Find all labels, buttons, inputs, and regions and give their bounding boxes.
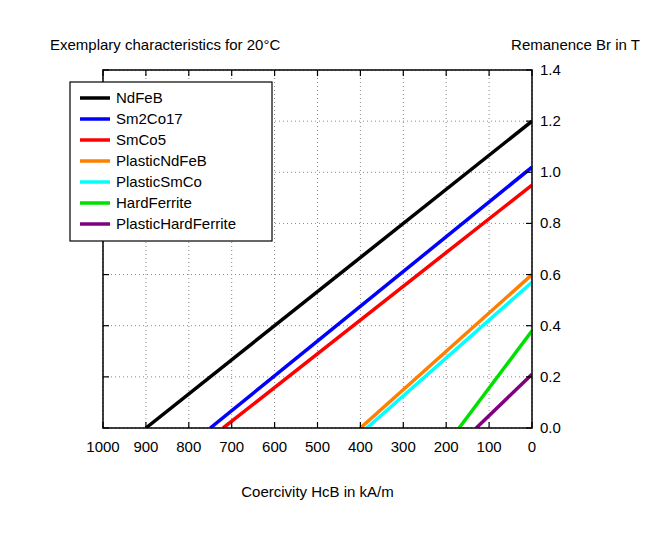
grid-line — [489, 70, 490, 428]
x-axis-label: Coercivity HcB in kA/m — [241, 483, 394, 500]
x-tick — [231, 422, 232, 428]
x-tick — [403, 70, 404, 76]
y-tick-label: 0.8 — [540, 214, 561, 231]
legend-label: PlasticNdFeB — [116, 152, 207, 169]
y-tick-label: 0.2 — [540, 368, 561, 385]
y-tick-label: 1.0 — [540, 163, 561, 180]
x-tick — [531, 70, 532, 76]
x-tick — [274, 422, 275, 428]
legend-swatch — [80, 138, 110, 142]
x-tick-label: 300 — [391, 438, 416, 455]
legend-swatch — [80, 201, 110, 205]
chart: 100090080070060050040030020010000.00.20.… — [0, 0, 648, 538]
axes: 100090080070060050040030020010000.00.20.… — [86, 61, 561, 455]
legend-swatch — [80, 96, 110, 100]
legend-label: Sm2Co17 — [116, 110, 183, 127]
series-line — [360, 275, 532, 428]
y-tick — [526, 223, 532, 224]
y-tick-label: 0.4 — [540, 317, 561, 334]
x-tick — [188, 422, 189, 428]
y-tick — [526, 325, 532, 326]
x-tick — [102, 422, 103, 428]
x-tick — [489, 70, 490, 76]
x-tick — [317, 70, 318, 76]
grid-line — [403, 70, 404, 428]
grid-line — [360, 70, 361, 428]
x-tick — [360, 422, 361, 428]
x-tick — [145, 422, 146, 428]
series-line — [367, 282, 532, 428]
y-tick — [526, 376, 532, 377]
y-tick-label: 0.6 — [540, 266, 561, 283]
legend-swatch — [80, 159, 110, 163]
legend-label: HardFerrite — [116, 194, 192, 211]
x-tick — [188, 70, 189, 76]
x-tick — [360, 70, 361, 76]
series-line — [476, 374, 532, 428]
grid-line — [446, 70, 447, 428]
x-tick — [446, 422, 447, 428]
x-tick — [531, 422, 532, 428]
x-tick-label: 900 — [133, 438, 158, 455]
x-tick-label: 700 — [219, 438, 244, 455]
x-tick — [403, 422, 404, 428]
x-tick — [489, 422, 490, 428]
x-tick — [231, 70, 232, 76]
plot-frame — [103, 70, 532, 428]
grid-line — [103, 376, 532, 377]
legend-label: PlasticSmCo — [116, 173, 202, 190]
legend-swatch — [80, 117, 110, 121]
x-tick — [317, 422, 318, 428]
y-tick-label: 1.4 — [540, 61, 561, 78]
y-tick — [526, 121, 532, 122]
y-tick-label: 1.2 — [540, 112, 561, 129]
y-tick — [103, 69, 109, 70]
y-axis-label: Remanence Br in T — [511, 36, 640, 53]
grid-line — [317, 70, 318, 428]
x-tick-label: 600 — [262, 438, 287, 455]
x-tick — [274, 70, 275, 76]
y-tick — [526, 427, 532, 428]
y-tick — [103, 427, 109, 428]
x-tick-label: 400 — [348, 438, 373, 455]
legend-swatch — [80, 180, 110, 184]
y-tick — [103, 274, 109, 275]
y-tick — [526, 172, 532, 173]
x-tick-label: 100 — [477, 438, 502, 455]
y-tick — [103, 376, 109, 377]
grid-line — [103, 325, 532, 326]
series-line — [459, 331, 532, 428]
x-tick-label: 0 — [528, 438, 536, 455]
y-tick — [526, 274, 532, 275]
x-tick-label: 200 — [434, 438, 459, 455]
legend-swatch — [80, 222, 110, 226]
x-tick-label: 1000 — [86, 438, 119, 455]
y-tick — [526, 69, 532, 70]
legend-label: NdFeB — [116, 89, 163, 106]
x-tick — [446, 70, 447, 76]
legend-label: PlasticHardFerrite — [116, 215, 236, 232]
x-tick — [102, 70, 103, 76]
y-tick-label: 0.0 — [540, 419, 561, 436]
grid — [103, 70, 532, 428]
title: Exemplary characteristics for 20°C — [50, 36, 280, 53]
y-tick — [103, 325, 109, 326]
grid-line — [103, 274, 532, 275]
x-tick-label: 800 — [176, 438, 201, 455]
x-tick-label: 500 — [305, 438, 330, 455]
x-tick — [145, 70, 146, 76]
legend: NdFeB Sm2Co17 SmCo5 PlasticNdFeB PlasticSmCo… — [70, 82, 272, 241]
legend-box — [70, 82, 272, 241]
legend-label: SmCo5 — [116, 131, 166, 148]
